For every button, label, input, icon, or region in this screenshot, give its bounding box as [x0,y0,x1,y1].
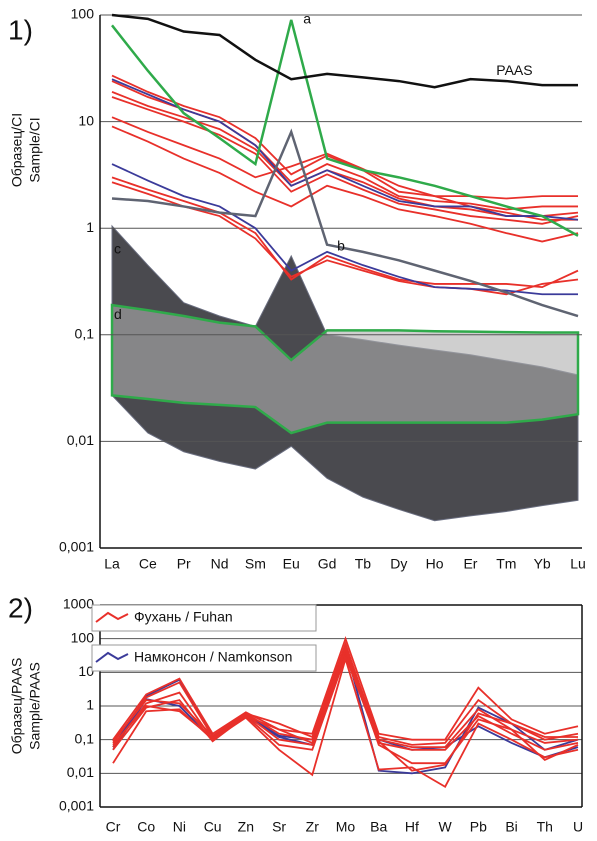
y-tick-label: 1000 [63,596,94,612]
series-label: b [337,237,345,253]
x-tick-label: Sm [245,556,266,572]
x-tick-label: Eu [283,556,300,572]
x-tick-label: Bi [505,819,517,835]
chart: 2) Образец/PAAS Sample/PAAS 0,001 0,01 0,1 1 10… [8,592,583,834]
x-tick-label: Tm [496,556,516,572]
x-tick-label: Lu [570,556,586,572]
series-line [112,646,579,765]
x-tick-label: Pr [177,556,191,572]
x-tick-label: Hf [405,819,419,835]
y-tick-label: 0,001 [59,798,94,814]
series-line [111,13,578,89]
series-line [111,116,578,221]
x-tick-label: Zn [238,819,254,835]
y-tick-label: 0,1 [75,326,95,342]
y-axis-label: Образец/PAAS [9,658,25,755]
x-tick-label: Er [463,556,477,572]
legend-swatch [95,611,129,623]
chart: 1) Образец/CI Sample/CI c d 0,001 0,01 0,1 1 10 10… [8,6,586,572]
y-tick-label: 0,01 [67,432,94,448]
x-tick-label: Ce [139,556,157,572]
x-tick-label: Ba [370,819,387,835]
y-axis-label: Sample/CI [27,117,43,182]
x-tick-label: Cr [106,819,121,835]
x-tick-label: Yb [534,556,551,572]
x-tick-label: Ni [173,819,186,835]
x-tick-label: U [573,819,583,835]
x-tick-label: Mo [336,819,356,835]
legend-box [91,604,317,632]
legend-label: Намконсон / Namkonson [134,649,292,665]
y-axis-label: Образец/CI [9,113,25,187]
x-tick-label: Nd [211,556,229,572]
series-line [111,74,578,200]
series-line [111,128,579,318]
series-label: PAAS [496,62,532,78]
x-tick-label: Pb [470,819,487,835]
series-label: a [303,11,311,27]
y-axis-label: Sample/PAAS [27,662,43,750]
series-line [111,125,579,243]
area-label: c [114,241,121,257]
series-line [111,163,578,296]
legend-label: Фухань / Fuhan [134,609,233,625]
x-tick-label: W [439,819,453,835]
panel-label: 2) [8,592,33,623]
y-tick-label: 1 [86,219,94,235]
y-tick-label: 100 [71,629,95,645]
y-tick-label: 0,01 [67,764,94,780]
legend-box [91,644,317,672]
x-tick-label: La [104,556,120,572]
y-tick-label: 0,1 [75,730,95,746]
legend-swatch [95,651,129,663]
x-tick-label: Zr [306,819,320,835]
series-line [111,78,579,221]
y-tick-label: 0,001 [59,539,94,555]
x-tick-label: Cu [204,819,222,835]
area-label: d [114,306,122,322]
x-tick-label: Th [537,819,553,835]
series-line [111,176,579,289]
y-tick-label: 10 [78,663,94,679]
series-line [112,649,579,749]
x-tick-label: Sr [272,819,286,835]
y-tick-label: 100 [71,6,95,22]
x-tick-label: Ho [426,556,444,572]
y-tick-label: 10 [78,112,94,128]
series-line [111,96,579,225]
series-line [112,641,578,772]
series-line [111,19,579,237]
x-tick-label: Tb [355,556,372,572]
series-line [112,635,579,741]
x-tick-label: Co [137,819,155,835]
panel-label: 1) [8,14,33,45]
y-tick-label: 1 [86,697,94,713]
x-tick-label: Gd [318,556,337,572]
area [110,303,580,435]
x-tick-label: Dy [390,556,407,572]
